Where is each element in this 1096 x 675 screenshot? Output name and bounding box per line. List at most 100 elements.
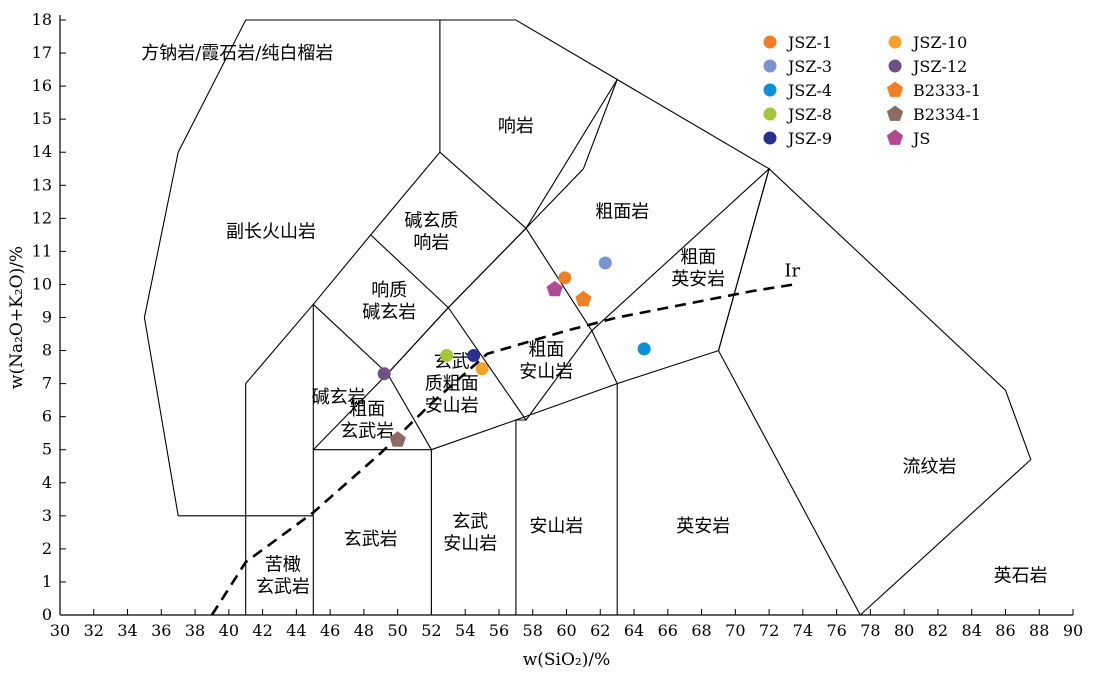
y-tick-label: 11 [32,241,52,260]
y-axis-title: w(Na₂O+K₂O)/% [7,246,27,389]
y-tick-label: 12 [32,208,52,227]
x-tick-label: 62 [590,621,610,640]
legend-marker-jsz-9 [763,131,777,145]
field-label: 粗面安山岩 [519,339,573,382]
x-tick-label: 38 [185,621,205,640]
y-tick-label: 15 [32,109,52,128]
data-point-jsz-8 [440,349,454,363]
legend-label-b2333-1: B2333-1 [913,81,981,100]
x-tick-label: 36 [151,621,171,640]
legend-marker-b2334-1 [886,105,904,121]
y-tick-label: 14 [32,142,52,161]
data-point-b2334-1 [389,431,406,447]
y-tick-label: 13 [32,175,52,194]
x-tick-label: 32 [84,621,104,640]
axes: 30 32 34 36 38 40 42 44 46 48 50 52 54 56 58 60 62 64 66 68… [7,10,1083,670]
x-tick-label: 46 [320,621,340,640]
legend: JSZ-1 JSZ-3 JSZ-4 JSZ-8 JSZ-9 JSZ-10 JSZ-12 B23… [763,33,981,148]
x-ticks: 30 32 34 36 38 40 42 44 46 48 50 52 54 56 58 60 62 64 66 68… [50,609,1083,640]
legend-marker-jsz-10 [888,35,902,49]
field-boundary-line [591,167,861,616]
data-point-jsz-12 [377,367,391,381]
x-tick-label: 90 [1063,621,1083,640]
x-tick-label: 70 [725,621,745,640]
y-tick-label: 16 [32,76,52,95]
legend-marker-jsz-8 [763,107,777,121]
x-tick-label: 40 [219,621,239,640]
field-boundary-line [143,19,1032,616]
field-label: 副长火山岩 [226,222,316,243]
y-tick-label: 0 [42,605,52,624]
y-tick-label: 2 [42,539,52,558]
x-tick-label: 42 [252,621,272,640]
legend-marker-b2333-1 [886,81,904,97]
field-label: 流纹岩 [902,456,956,477]
y-tick-label: 1 [42,572,52,591]
field-label: 粗面玄武岩 [340,399,394,442]
y-tick-label: 6 [42,407,52,426]
x-tick-label: 58 [523,621,543,640]
field-boundary-line [312,449,432,615]
legend-marker-jsz-12 [888,59,902,73]
field-label: 苦橄玄武岩 [256,554,310,597]
field-label: 碱玄岩 [312,387,366,408]
x-tick-label: 86 [995,621,1015,640]
field-label: 方钠岩/霞石岩/纯白榴岩 [141,43,333,64]
x-tick-label: 66 [658,621,678,640]
data-point-jsz-9 [467,349,481,363]
field-boundary-line [591,330,618,615]
y-tick-label: 5 [42,440,52,459]
x-tick-label: 60 [556,621,576,640]
ir-line-label: Ir [784,260,800,281]
legend-marker-jsz-1 [763,35,777,49]
field-label: 安山岩 [529,516,583,537]
x-tick-label: 78 [860,621,880,640]
data-point-b2333-1 [575,290,592,307]
x-tick-label: 76 [826,621,846,640]
field-label: 响岩 [498,116,534,137]
legend-label-jsz-12: JSZ-12 [911,57,967,76]
data-point-jsz-1 [558,271,572,285]
x-tick-label: 64 [624,621,644,640]
data-point-jsz-10 [475,362,489,376]
x-tick-label: 50 [387,621,407,640]
field-label: 玄武安山岩 [443,511,497,554]
field-label: 玄武质粗面安山岩 [425,352,479,417]
data-points [377,256,651,447]
y-tick-label: 17 [32,43,52,62]
legend-label-jsz-3: JSZ-3 [786,57,832,76]
x-tick-label: 74 [793,621,813,640]
legend-label-jsz-10: JSZ-10 [911,33,967,52]
x-tick-label: 68 [691,621,711,640]
legend-marker-js [886,129,904,145]
x-tick-label: 82 [928,621,948,640]
data-point-js [546,280,563,297]
x-tick-label: 52 [421,621,441,640]
x-tick-label: 34 [117,621,137,640]
legend-label-jsz-4: JSZ-4 [786,81,832,100]
field-label: 粗面英安岩 [671,247,725,290]
legend-label-js: JS [911,129,930,148]
x-tick-label: 72 [759,621,779,640]
legend-label-jsz-8: JSZ-8 [786,105,832,124]
y-tick-label: 18 [32,10,52,29]
data-point-jsz-4 [637,342,651,356]
x-tick-label: 84 [962,621,982,640]
x-tick-label: 80 [894,621,914,640]
data-point-jsz-3 [598,256,612,270]
y-tick-label: 9 [42,308,52,327]
field-label: 英石岩 [994,565,1048,586]
x-tick-label: 44 [286,621,306,640]
ir-dashed-line [210,283,795,616]
legend-label-jsz-9: JSZ-9 [786,129,832,148]
y-tick-label: 4 [42,473,52,492]
x-tick-label: 54 [455,621,475,640]
field-label: 玄武岩 [344,529,398,550]
legend-marker-jsz-4 [763,83,777,97]
field-boundary-line [525,79,618,229]
field-label: 响质碱玄岩 [362,280,416,323]
x-axis-title: w(SiO₂)/% [523,650,611,670]
